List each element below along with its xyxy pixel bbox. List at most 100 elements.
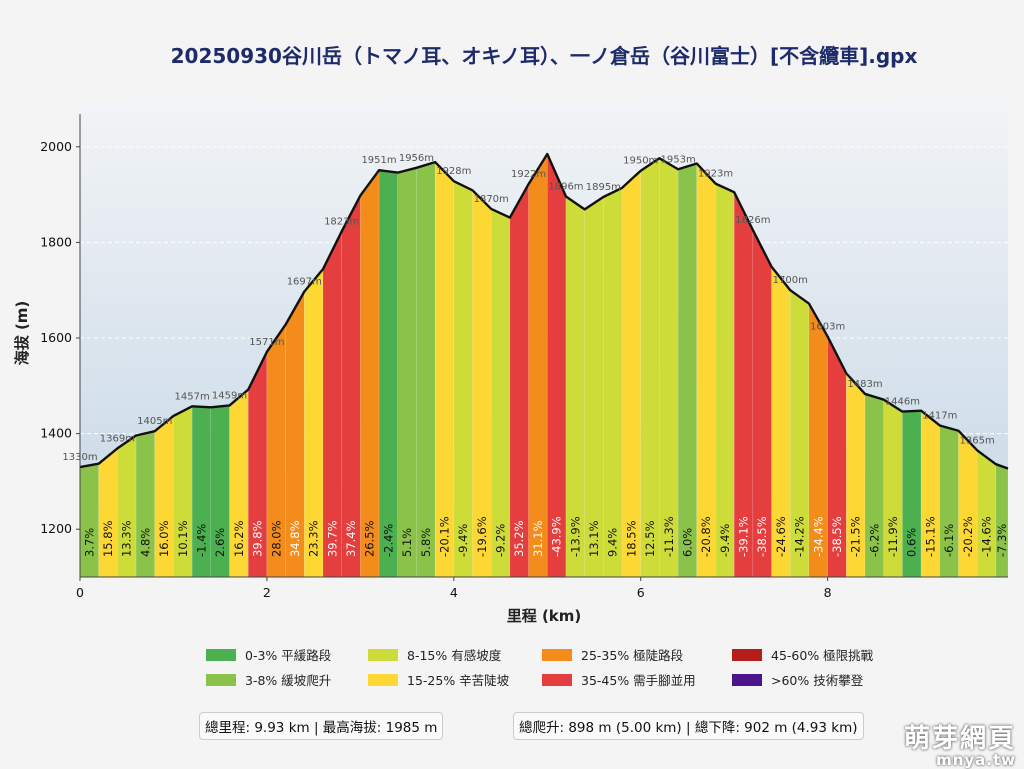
elevation-label: 1700m (773, 275, 808, 286)
grade-label: -21.5% (849, 516, 863, 557)
grade-label: 5.8% (419, 528, 433, 557)
elevation-label: 1951m (361, 155, 396, 166)
grade-label: 28.0% (269, 520, 283, 557)
watermark-name: 萌芽網頁 (903, 724, 1016, 754)
y-tick-label: 1400 (40, 426, 72, 441)
grade-label: -39.1% (737, 516, 751, 557)
grade-label: -1.4% (194, 524, 208, 557)
legend-label: >60% 技術攀登 (771, 673, 864, 688)
grade-label: -15.1% (923, 516, 937, 557)
x-tick-label: 4 (450, 585, 458, 600)
legend-swatch (542, 673, 572, 686)
grade-label: -2.4% (381, 524, 395, 557)
grade-label: 2.6% (213, 528, 227, 557)
grade-segment (378, 169, 398, 578)
legend-item: 25-35% 極陡路段 (542, 645, 732, 664)
grade-label: -20.1% (437, 516, 451, 557)
legend-item: 3-8% 緩坡爬升 (206, 670, 368, 689)
legend-label: 15-25% 辛苦陡坡 (407, 673, 510, 688)
watermark-logo: 萌芽網頁 mnya.tw (904, 718, 1016, 769)
elevation-label: 1823m (324, 216, 359, 227)
grade-label: -34.4% (811, 516, 825, 557)
grade-label: 18.5% (624, 520, 638, 557)
grade-segment (79, 463, 99, 578)
grade-label: -38.5% (830, 516, 844, 557)
grade-label: 5.1% (400, 528, 414, 557)
legend-item: 15-25% 辛苦陡坡 (368, 670, 542, 689)
grade-segment (360, 169, 380, 578)
legend-item: >60% 技術攀登 (732, 670, 902, 689)
grade-label: -14.6% (980, 516, 994, 557)
grade-label: -9.4% (456, 524, 470, 557)
grade-label: -19.6% (475, 516, 489, 557)
elevation-label: 1483m (847, 379, 882, 390)
legend-swatch (368, 673, 398, 686)
grade-label: -13.9% (568, 516, 582, 557)
grade-segment (659, 157, 679, 578)
legend-swatch (206, 673, 236, 686)
elevation-label: 1950m (623, 156, 658, 167)
x-tick-label: 2 (263, 585, 271, 600)
grade-label: -11.3% (662, 516, 676, 557)
legend-label: 45-60% 極限挑戰 (771, 648, 874, 663)
grade-label: 4.8% (138, 528, 152, 557)
x-tick-label: 8 (824, 585, 832, 600)
legend-label: 3-8% 緩坡爬升 (245, 673, 332, 688)
x-tick-label: 6 (637, 585, 645, 600)
grade-label: 23.3% (307, 520, 321, 557)
legend-label: 8-15% 有感坡度 (407, 648, 502, 663)
grade-label: 0.6% (905, 528, 919, 557)
elevation-label: 1697m (287, 277, 322, 288)
grade-segment (603, 187, 623, 578)
elevation-label: 1603m (810, 322, 845, 333)
grade-label: -11.9% (886, 516, 900, 557)
grade-label: -6.2% (867, 524, 881, 557)
stats-ascent-descent: 總爬升: 898 m (5.00 km) | 總下降: 902 m (4.93 … (513, 712, 864, 740)
elevation-label: 1405m (137, 416, 172, 427)
x-tick-label: 0 (76, 585, 84, 600)
grade-segment (453, 180, 473, 578)
grade-label: -9.2% (494, 524, 508, 557)
grade-segment (995, 463, 1009, 578)
elevation-line (79, 152, 1009, 470)
stats-distance-max: 總里程: 9.93 km | 最高海拔: 1985 m (199, 712, 444, 740)
grade-label: -20.2% (961, 516, 975, 557)
elevation-label: 1923m (698, 169, 733, 180)
grade-segment (490, 208, 511, 578)
elevation-label: 1417m (922, 410, 957, 421)
grade-segment (584, 196, 604, 578)
y-axis-label: 海拔 (m) (13, 301, 31, 366)
grade-label: -24.6% (774, 516, 788, 557)
elevation-label: 1365m (960, 435, 995, 446)
grade-segment (696, 162, 716, 578)
grade-segment (976, 449, 997, 578)
legend: 0-3% 平緩路段 8-15% 有感坡度 25-35% 極陡路段 45-60% … (206, 645, 902, 689)
grade-segment (528, 153, 548, 578)
elevation-label: 1369m (100, 433, 135, 444)
grade-label: 13.3% (120, 520, 134, 557)
grade-label: 15.8% (101, 520, 115, 557)
elevation-label: 1956m (399, 153, 434, 164)
elevation-label: 1922m (511, 169, 546, 180)
chart-title: 20250930谷川岳（トマノ耳、オキノ耳）、一ノ倉岳（谷川富士）[不含纜車].… (170, 44, 918, 68)
grade-segment (640, 157, 660, 578)
y-tick-label: 1600 (40, 330, 72, 345)
grade-label: 35.2% (512, 520, 526, 557)
grade-label: 9.4% (606, 528, 620, 557)
legend-swatch (732, 673, 762, 686)
grade-segment (547, 153, 567, 578)
elevation-label: 1895m (586, 182, 621, 193)
elevation-label: 1896m (548, 182, 583, 193)
legend-swatch (206, 648, 236, 661)
elevation-label: 1457m (175, 391, 210, 402)
elevation-label: 1953m (661, 154, 696, 165)
y-tick-label: 1800 (40, 234, 72, 249)
grade-label: 12.5% (643, 520, 657, 557)
grade-segment (397, 167, 417, 578)
grade-segment (341, 195, 361, 578)
elevation-label: 1870m (474, 194, 509, 205)
grade-label: 31.1% (531, 520, 545, 557)
grade-segment (677, 163, 698, 578)
legend-swatch (368, 648, 398, 661)
grade-segment (621, 170, 641, 578)
